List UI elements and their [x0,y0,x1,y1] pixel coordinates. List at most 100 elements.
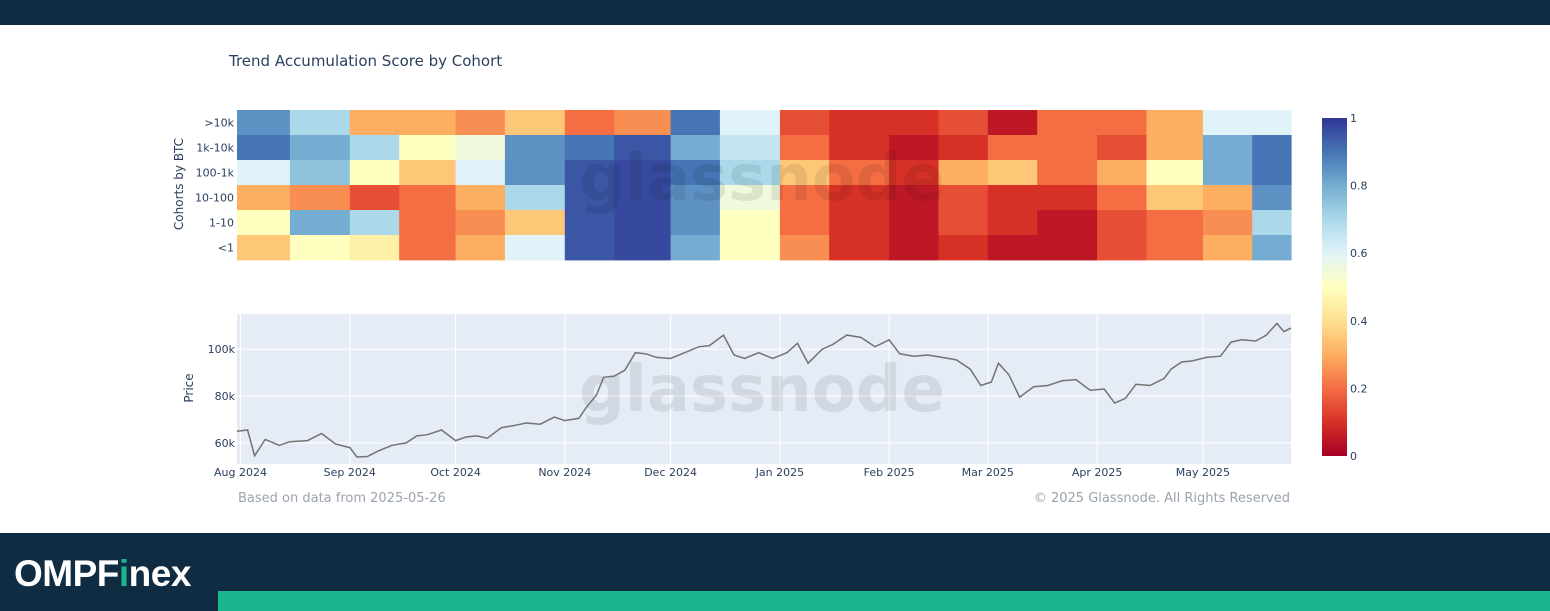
heatmap-cell [670,135,721,161]
heatmap-cell [889,160,940,186]
heatmap-cell [938,110,989,136]
price-y-tick-label: 100k [208,343,236,356]
heatmap-cell [987,135,1038,161]
heatmap-cell [719,160,781,186]
heatmap-cell [237,185,291,211]
heatmap-row-label: 1k-10k [196,142,234,155]
heatmap-cell [564,110,615,136]
heatmap-row-label: <1 [218,242,234,255]
price-x-tick-label: Oct 2024 [430,466,481,479]
heatmap-cell [1202,160,1253,186]
heatmap-cell [614,110,672,136]
heatmap-row-label: 100-1k [196,167,235,180]
heatmap-cell [829,160,890,186]
heatmap-cell [504,185,566,211]
heatmap-cell [455,160,506,186]
heatmap-cell [670,185,721,211]
heatmap-cell [670,110,721,136]
heatmap-cell [829,110,890,136]
price-x-tick-label: Apr 2025 [1072,466,1123,479]
heatmap-cell [564,160,615,186]
heatmap-row-label: 1-10 [209,217,234,230]
heatmap-cell [987,210,1038,236]
brand-logo: OMPFinex [14,553,191,594]
heatmap-cell [504,135,566,161]
heatmap-cell [987,235,1038,261]
heatmap-cell [349,210,400,236]
colorbar-tick-label: 0.8 [1350,180,1368,193]
heatmap-cell [779,110,830,136]
heatmap-cell [399,110,457,136]
price-x-tick-labels: Aug 2024 Sep 2024 Oct 2024 Nov 2024 Dec 2024… [214,466,1230,479]
heatmap-cell [455,210,506,236]
heatmap-cell [399,160,457,186]
heatmap-cell [1202,210,1253,236]
price-gridlines [237,314,1291,464]
heatmap-cell [670,160,721,186]
heatmap-cell [455,235,506,261]
heatmap-cell [504,110,566,136]
heatmap-cell [938,160,989,186]
heatmap-cell [1037,235,1098,261]
price-x-tick-label: May 2025 [1176,466,1230,479]
heatmap-cell [399,210,457,236]
heatmap-cell [289,135,351,161]
heatmap-cell [1202,185,1253,211]
heatmap-cell [564,135,615,161]
heatmap-cell [719,185,781,211]
price-y-tick-labels: 60k 80k 100k [208,343,236,450]
heatmap-cell [349,135,400,161]
heatmap-cell [1202,110,1253,136]
heatmap-cell [938,185,989,211]
price-x-tick-label: Sep 2024 [324,466,376,479]
heatmap-cell [829,135,890,161]
heatmap-cell [938,210,989,236]
heatmap-cell [614,160,672,186]
heatmap-cell [289,210,351,236]
copyright-note: © 2025 Glassnode. All Rights Reserved [1033,491,1290,506]
heatmap-cell [1146,135,1204,161]
heatmap-cell [1252,110,1292,136]
heatmap-cell [779,235,830,261]
heatmap-cell [349,160,400,186]
heatmap-cell [889,110,940,136]
heatmap-cell [614,235,672,261]
price-y-tick-label: 80k [215,390,236,403]
heatmap-cell [1097,135,1148,161]
chart-title: Trend Accumulation Score by Cohort [229,52,503,70]
heatmap-cell [614,135,672,161]
heatmap-cell [779,135,830,161]
heatmap-cell [614,210,672,236]
heatmap-cell [987,110,1038,136]
heatmap-cell [719,235,781,261]
heatmap-cell [237,160,291,186]
price-watermark: glassnode [579,353,945,427]
price-x-tick-label: Mar 2025 [962,466,1014,479]
heatmap [237,110,1292,261]
heatmap-cell [889,135,940,161]
heatmap-cell [564,210,615,236]
heatmap-cell [1252,160,1292,186]
data-source-note: Based on data from 2025-05-26 [238,491,446,506]
heatmap-cell [889,210,940,236]
heatmap-cell [719,210,781,236]
heatmap-cell [237,235,291,261]
heatmap-cell [889,235,940,261]
price-x-tick-label: Nov 2024 [538,466,591,479]
price-x-tick-label: Feb 2025 [864,466,915,479]
heatmap-cell [1252,235,1292,261]
heatmap-cell [1146,235,1204,261]
price-series-line [236,322,1292,458]
heatmap-cell [1097,160,1148,186]
heatmap-cell [1097,110,1148,136]
heatmap-cell [237,135,291,161]
heatmap-cell [237,210,291,236]
heatmap-cell [829,210,890,236]
heatmap-cell [779,210,830,236]
heatmap-cell [987,185,1038,211]
heatmap-cell [289,110,351,136]
colorbar [1322,118,1347,456]
heatmap-cell [829,185,890,211]
heatmap-cell [1202,135,1253,161]
